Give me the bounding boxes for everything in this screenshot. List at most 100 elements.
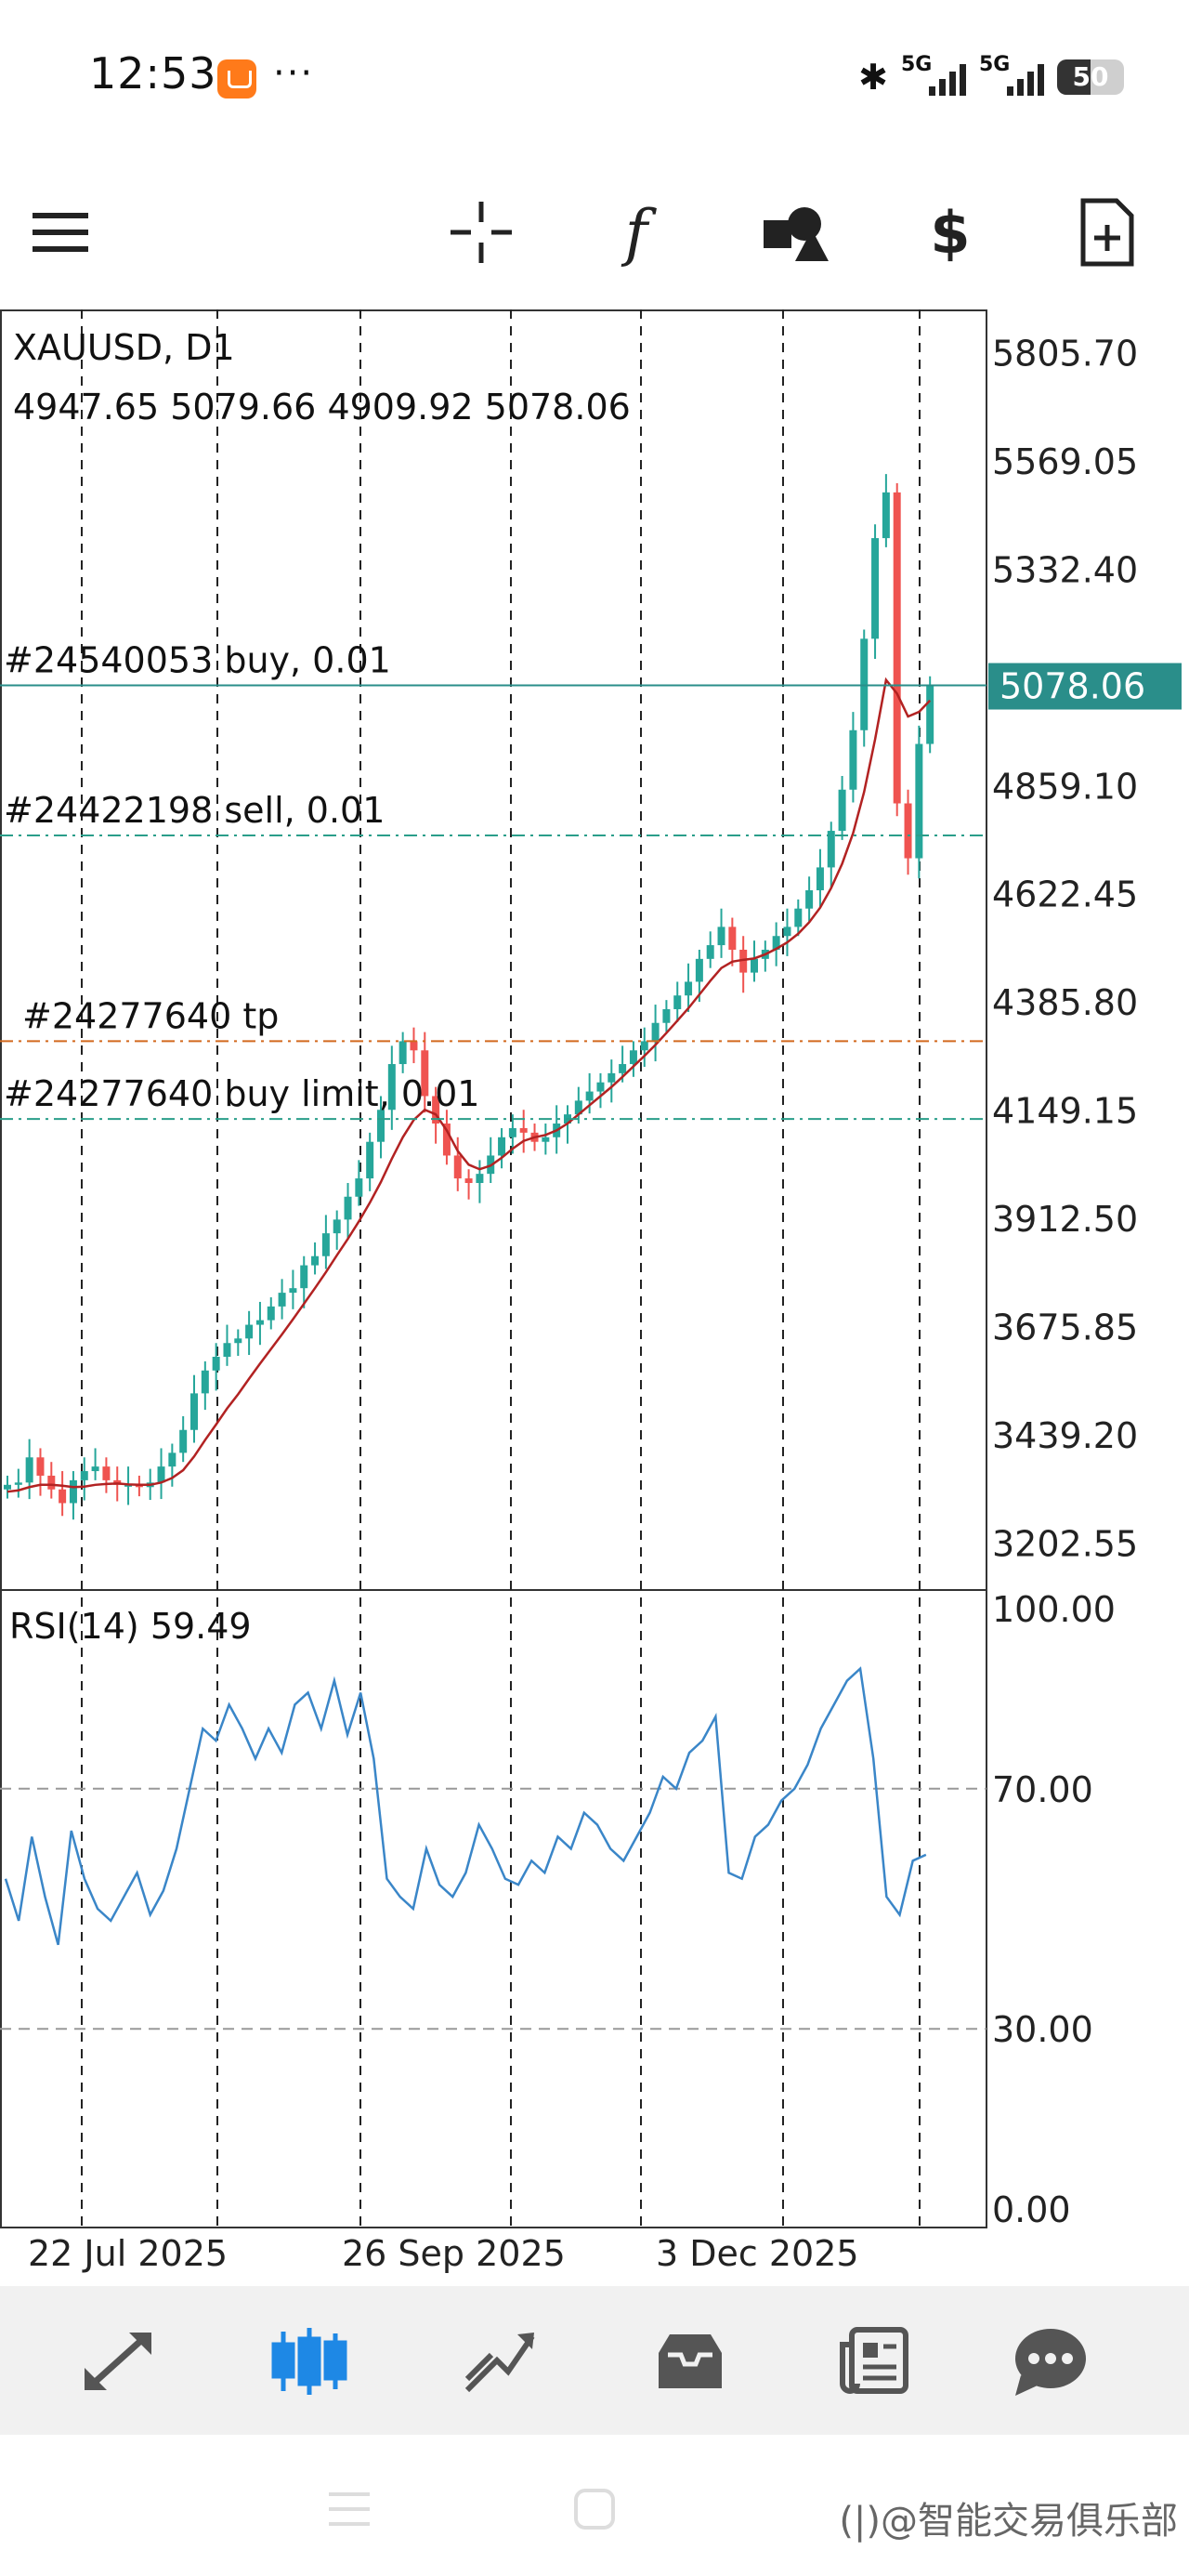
bluetooth-icon: ✱ — [858, 57, 888, 98]
candle-body — [695, 958, 703, 982]
candle-body — [608, 1072, 616, 1083]
candle-body — [794, 908, 803, 927]
order-line-label: #24277640 buy limit, 0.01 — [4, 1073, 479, 1114]
rsi-pane-border — [0, 1589, 987, 2228]
status-bar: 12:53 ··· ✱ 5G 5G 50 — [0, 0, 1189, 158]
candle-body — [685, 981, 693, 996]
candle-body — [464, 1178, 473, 1183]
candle-body — [168, 1452, 176, 1467]
candle-body — [190, 1393, 198, 1430]
candle-body — [739, 950, 748, 973]
candle-body — [91, 1466, 99, 1472]
price-tick-label: 4149.15 — [992, 1091, 1138, 1132]
candle-body — [442, 1124, 451, 1156]
new-order-icon[interactable] — [1070, 195, 1144, 269]
symbol-label: XAUUSD, D1 — [13, 327, 235, 368]
candle-body — [640, 1041, 648, 1051]
news-icon[interactable] — [834, 2320, 918, 2403]
candle-body — [706, 945, 714, 959]
currency-exchange-icon[interactable]: $ — [930, 198, 971, 267]
candle-body — [882, 492, 890, 539]
price-tick-label: 4385.80 — [992, 982, 1138, 1023]
chart-canvas[interactable]: 5805.70 5569.05 5332.40 4859.10 4622.45 4385.… — [0, 309, 1189, 2280]
date-axis-label: 26 Sep 2025 — [342, 2233, 566, 2274]
candle-body — [333, 1219, 341, 1234]
candle-body — [827, 831, 835, 868]
shapes-icon[interactable] — [757, 195, 831, 269]
candle-body — [717, 927, 725, 946]
candle-body — [849, 729, 857, 790]
candle-body — [366, 1141, 374, 1179]
candle-body — [355, 1178, 363, 1197]
signal-icon: 5G — [979, 53, 1044, 99]
candle-body — [410, 1041, 418, 1051]
candle-body — [234, 1338, 242, 1344]
order-line-label: #24540053 buy, 0.01 — [4, 640, 391, 681]
ohlc-label: 4947.65 5079.66 4909.92 5078.06 — [13, 387, 631, 427]
candle-body — [387, 1064, 396, 1111]
recent-apps-icon[interactable] — [327, 2489, 372, 2530]
price-chart[interactable]: 5805.70 5569.05 5332.40 4859.10 4622.45 4385.… — [0, 309, 1189, 2274]
rsi-tick-label: 70.00 — [992, 1769, 1093, 1810]
candle-body — [542, 1137, 550, 1142]
price-tick-label: 3439.20 — [992, 1415, 1138, 1456]
candle-body — [619, 1064, 627, 1073]
rsi-tick-label: 100.00 — [992, 1589, 1116, 1630]
candle-body — [432, 1096, 440, 1124]
candle-body — [344, 1196, 352, 1220]
candle-body — [278, 1293, 286, 1307]
candle-body — [915, 743, 923, 859]
price-tick-label: 5805.70 — [992, 333, 1138, 374]
rsi-tick-label: 0.00 — [992, 2189, 1071, 2230]
candle-body — [267, 1306, 275, 1321]
current-price-tag — [988, 663, 1182, 710]
candle-body — [476, 1174, 484, 1183]
candle-body — [728, 927, 737, 950]
watermark: (|)@智能交易俱乐部 — [839, 2500, 1178, 2543]
date-axis-label: 22 Jul 2025 — [28, 2233, 228, 2274]
candle-body — [47, 1475, 56, 1490]
candle-body — [4, 1484, 11, 1490]
candle-body — [59, 1489, 67, 1504]
candle-body — [751, 958, 758, 973]
candle-body — [399, 1041, 407, 1065]
candle-body — [255, 1320, 264, 1325]
rsi-label: RSI(14) 59.49 — [9, 1606, 252, 1647]
price-tick-label: 4859.10 — [992, 766, 1138, 807]
history-icon[interactable] — [648, 2320, 732, 2403]
candle-body — [662, 1008, 671, 1023]
system-navigation-bar — [0, 2435, 1189, 2576]
price-tick-label: 5569.05 — [992, 441, 1138, 482]
home-icon[interactable] — [572, 2489, 617, 2530]
candle-body — [508, 1127, 516, 1137]
price-tick-label: 3675.85 — [992, 1308, 1138, 1348]
candle-body — [585, 1091, 594, 1101]
menu-icon[interactable] — [23, 195, 98, 269]
price-tick-label: 3202.55 — [992, 1524, 1138, 1565]
price-pane-border — [0, 309, 987, 1591]
price-tick-label: 3912.50 — [992, 1199, 1138, 1240]
candle-body — [926, 685, 934, 744]
candle-body — [574, 1100, 582, 1115]
current-price-label: 5078.06 — [1000, 666, 1145, 707]
function-icon[interactable]: f — [624, 196, 648, 269]
candle-body — [69, 1479, 77, 1504]
candle-body — [673, 995, 682, 1009]
trade-icon[interactable] — [459, 2320, 542, 2403]
candle-body — [838, 789, 846, 832]
candle-body — [498, 1137, 506, 1156]
quotes-icon[interactable] — [78, 2320, 162, 2403]
candle-body — [893, 492, 901, 804]
battery-icon: 50 — [1057, 59, 1124, 95]
candle-body — [300, 1265, 308, 1289]
crosshair-icon[interactable] — [444, 195, 518, 269]
candle-body — [651, 1022, 660, 1042]
messages-icon[interactable] — [1009, 2320, 1092, 2403]
chart-toolbar: f $ — [0, 177, 1189, 279]
order-line-label: #24277640 tp — [22, 995, 279, 1036]
candle-body — [124, 1484, 133, 1487]
candle-body — [805, 890, 814, 909]
candle-body — [245, 1324, 254, 1339]
chart-icon[interactable] — [268, 2320, 351, 2403]
more-notifications-icon: ··· — [273, 52, 315, 95]
